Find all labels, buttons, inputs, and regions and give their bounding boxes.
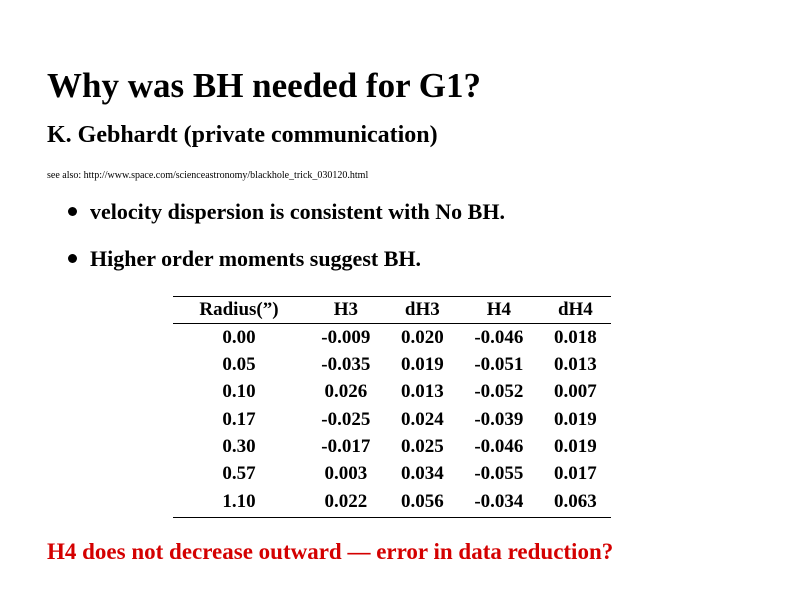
table-cell: 0.05 (222, 353, 256, 375)
table-cell: 0.007 (554, 381, 597, 403)
table-cell: 0.022 (304, 487, 387, 518)
table-cell: 0.00 (222, 326, 256, 348)
table-cell: -0.046 (474, 435, 524, 457)
table-cell: -0.035 (321, 353, 371, 375)
table-row: 0.17 -0.025 0.024 -0.039 0.019 (173, 406, 611, 433)
table-row: 0.10 0.026 0.013 -0.052 0.007 (173, 379, 611, 406)
bullet-dot (68, 254, 77, 264)
table-row: 0.57 0.003 0.034 -0.055 0.017 (173, 460, 611, 487)
see-also: see also: http://www.space.com/scienceas… (47, 170, 369, 181)
slide-title: Why was BH needed for G1? (47, 66, 481, 105)
header-cell: Radius(”) (173, 296, 305, 324)
header-cell: dH4 (539, 296, 611, 324)
table-cell: 0.10 (222, 381, 256, 403)
table-cell: 0.063 (539, 487, 611, 518)
table-cell: 0.034 (400, 463, 444, 485)
bullet-text: Higher order moments suggest BH. (90, 246, 421, 271)
table-cell: -0.039 (474, 408, 524, 430)
table-cell: 0.013 (400, 381, 444, 403)
table-cell: 0.056 (386, 487, 458, 518)
table-row: 0.05 -0.035 0.019 -0.051 0.013 (173, 351, 611, 378)
table-row: 0.30 -0.017 0.025 -0.046 0.019 (173, 433, 611, 460)
table-cell: -0.009 (321, 326, 371, 348)
table-cell: 0.019 (554, 408, 597, 430)
note: H4 does not decrease outward — error in … (47, 539, 614, 564)
table-row: 1.10 0.022 0.056 -0.034 0.063 (173, 487, 611, 518)
table-cell: -0.055 (474, 463, 524, 485)
table-cell: -0.051 (474, 353, 524, 375)
table-cell: -0.017 (321, 435, 371, 457)
table-cell: 0.003 (324, 463, 368, 485)
table-cell: 0.013 (554, 353, 597, 375)
header-cell: H3 (304, 296, 387, 324)
table-cell: 0.026 (324, 381, 368, 403)
table-cell: -0.025 (321, 408, 371, 430)
bullet-dot (68, 207, 77, 217)
header-cell: dH3 (386, 296, 458, 324)
table-cell: 0.020 (400, 326, 444, 348)
table-cell: 0.025 (400, 435, 444, 457)
table-cell: 0.019 (400, 353, 444, 375)
bullet-item: Higher order moments suggest BH. (68, 246, 421, 272)
table-cell: 0.57 (222, 463, 256, 485)
subtitle: K. Gebhardt (private communication) (47, 122, 438, 148)
table-cell: 0.024 (400, 408, 444, 430)
table-cell: -0.034 (457, 487, 540, 518)
table-cell: 1.10 (173, 487, 305, 518)
table-cell: 0.17 (222, 408, 256, 430)
data-table: Radius(”) H3 dH3 H4 dH4 0.00 -0.009 0.020 -0.046… (173, 296, 611, 518)
table-cell: 0.017 (554, 463, 597, 485)
table-cell: -0.052 (474, 381, 524, 403)
table-row: 0.00 -0.009 0.020 -0.046 0.018 (173, 324, 611, 352)
bullet-item: velocity dispersion is consistent with N… (68, 199, 505, 225)
bullet-text: velocity dispersion is consistent with N… (90, 199, 505, 224)
table-cell: 0.019 (554, 435, 597, 457)
table-cell: 0.018 (554, 326, 597, 348)
header-cell: H4 (457, 296, 540, 324)
table-cell: 0.30 (222, 435, 256, 457)
table-cell: -0.046 (474, 326, 524, 348)
header-row: Radius(”) H3 dH3 H4 dH4 (173, 296, 611, 324)
